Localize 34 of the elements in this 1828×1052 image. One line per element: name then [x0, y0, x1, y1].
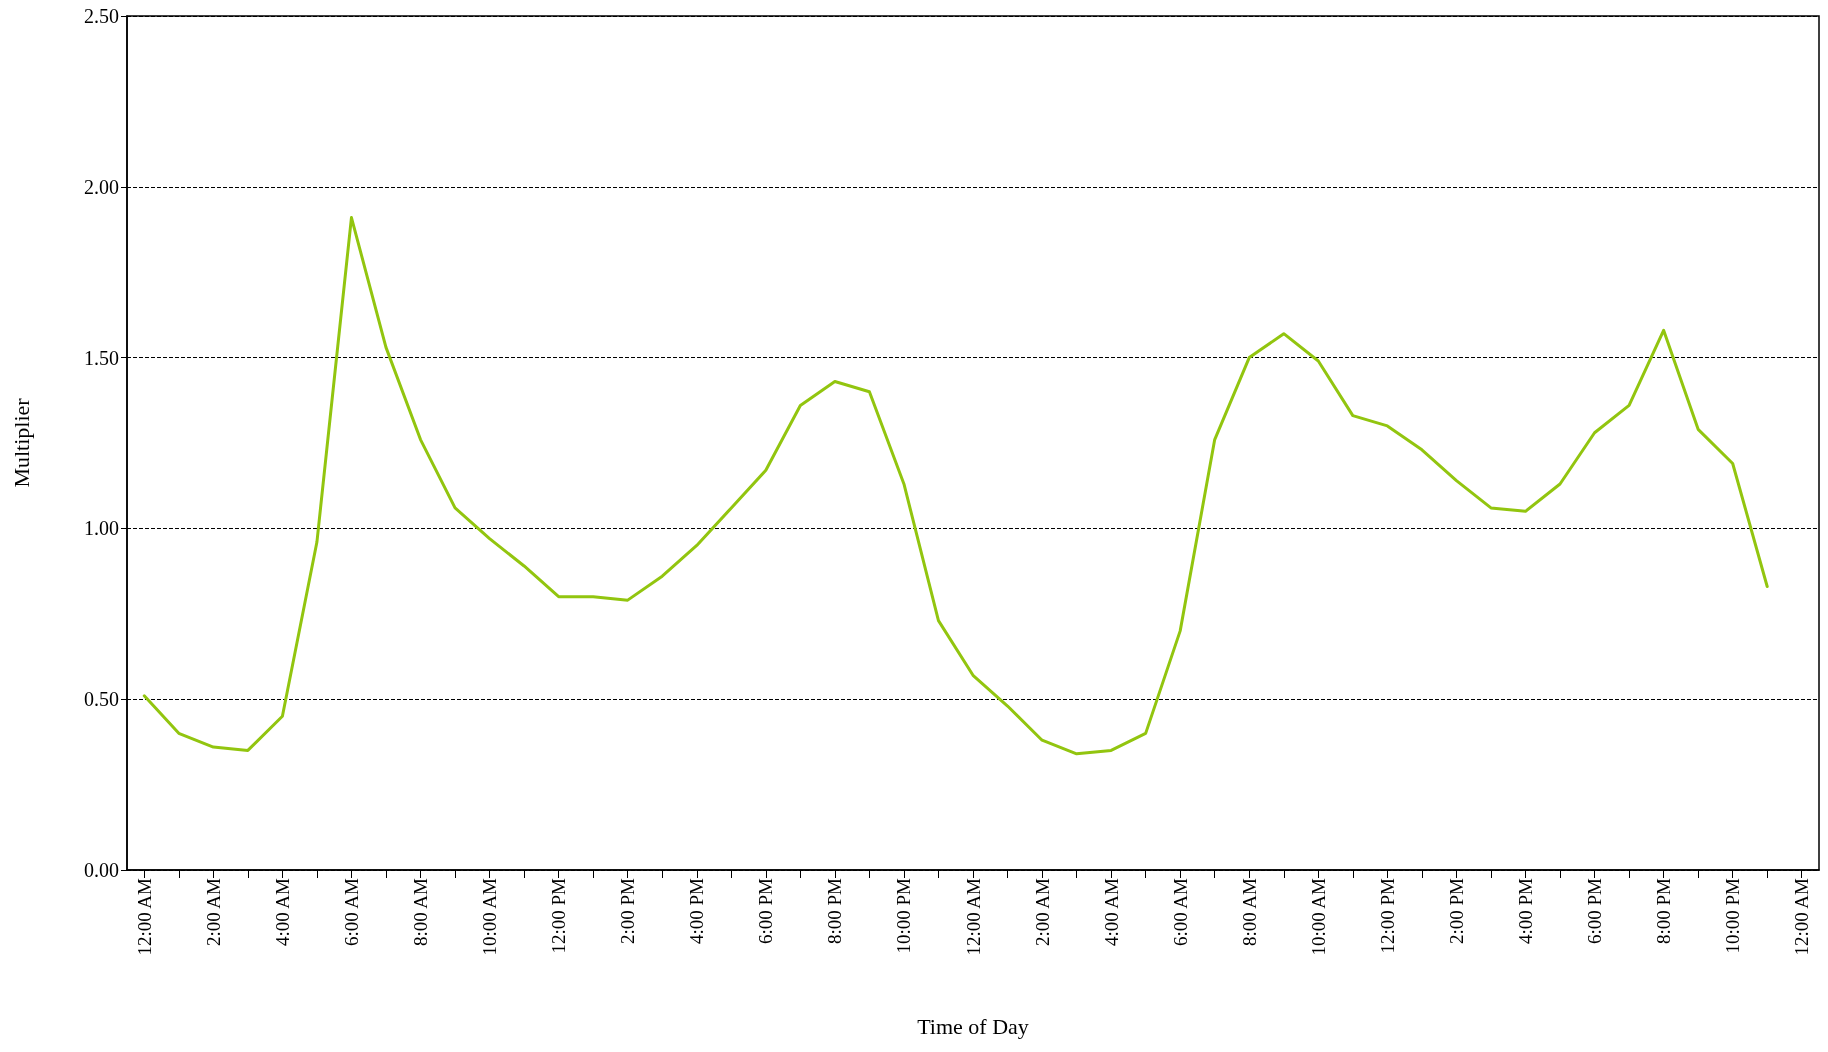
x-tick-label: 2:00 PM: [617, 877, 639, 944]
x-tick-label: 8:00 AM: [410, 877, 432, 947]
y-axis-title: Multiplier: [8, 397, 34, 488]
x-tick-label: 2:00 PM: [1445, 877, 1467, 944]
y-tick-label: 2.00: [84, 175, 119, 198]
x-tick-label: 2:00 AM: [1031, 877, 1053, 947]
x-tick-label: 4:00 PM: [686, 877, 708, 944]
x-tick-label: 10:00 PM: [1722, 877, 1744, 954]
x-tick-label: 12:00 AM: [962, 877, 984, 956]
y-tick-label: 0.00: [84, 859, 119, 881]
x-tick-label: 12:00 AM: [1791, 877, 1813, 956]
x-tick-label: 4:00 AM: [1100, 877, 1122, 947]
line-series: [142, 216, 1769, 756]
x-tick-label: 8:00 PM: [824, 877, 846, 944]
x-tick-label: 6:00 AM: [1169, 877, 1191, 947]
x-tick-label: 6:00 PM: [755, 877, 777, 944]
x-tick-label: 8:00 PM: [1653, 877, 1675, 944]
y-tick-label: 1.50: [84, 346, 119, 369]
x-axis-title: Time of Day: [917, 1013, 1029, 1039]
x-tick-label: 6:00 AM: [340, 877, 362, 947]
x-tick-label: 12:00 PM: [548, 877, 570, 954]
y-tick-label: 1.00: [84, 517, 119, 540]
x-tick-label: 6:00 PM: [1584, 877, 1606, 944]
y-tick-label: 0.50: [84, 688, 119, 711]
x-tick-label: 10:00 PM: [893, 877, 915, 954]
y-tick-label: 2.50: [84, 5, 119, 27]
x-tick-label: 4:00 PM: [1514, 877, 1536, 944]
x-tick-label: 12:00 AM: [133, 877, 155, 956]
x-tick-label: 10:00 AM: [1307, 877, 1329, 956]
x-tick-label: 12:00 PM: [1376, 877, 1398, 954]
x-tick-label: 8:00 AM: [1238, 877, 1260, 947]
x-tick-label: 10:00 AM: [479, 877, 501, 956]
x-tick-label: 4:00 AM: [271, 877, 293, 947]
x-tick-label: 2:00 AM: [202, 877, 224, 947]
